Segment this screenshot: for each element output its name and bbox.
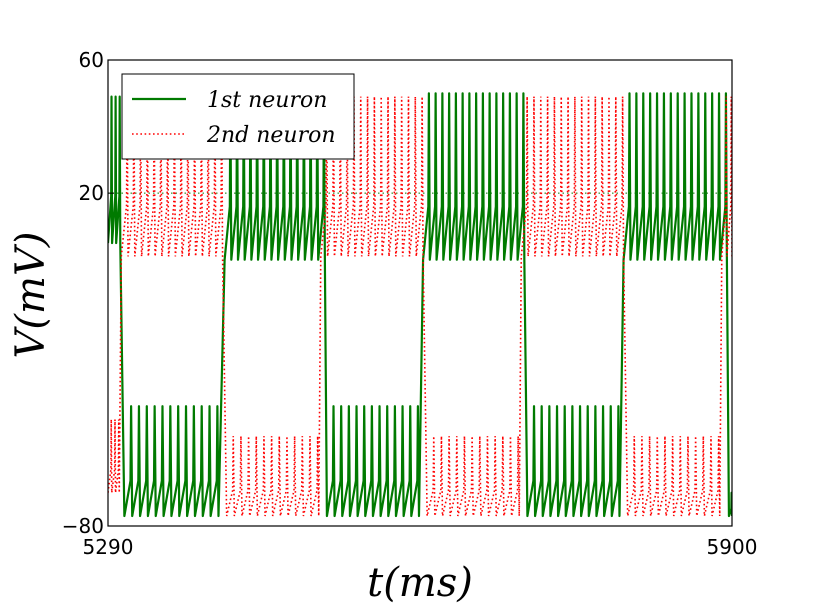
x-tick-label-5290: 5290 [83,535,134,559]
series-line-1st-neuron [108,92,732,518]
x-axis-label: t(ms) [367,560,473,606]
legend: 1st neuron 2nd neuron [121,73,355,160]
y-tick-label-20: 20 [79,181,104,205]
y-axis-label: V(mV) [8,232,54,359]
y-tick-label--80: −80 [62,514,104,538]
x-tick-label-5900: 5900 [707,535,758,559]
series-line-2nd-neuron [108,96,732,517]
legend-label-2nd-neuron: 2nd neuron [206,123,336,148]
traces [108,92,732,518]
y-tick-label-60: 60 [79,48,104,72]
legend-label-1st-neuron: 1st neuron [207,88,327,113]
plot-frame [107,59,733,527]
